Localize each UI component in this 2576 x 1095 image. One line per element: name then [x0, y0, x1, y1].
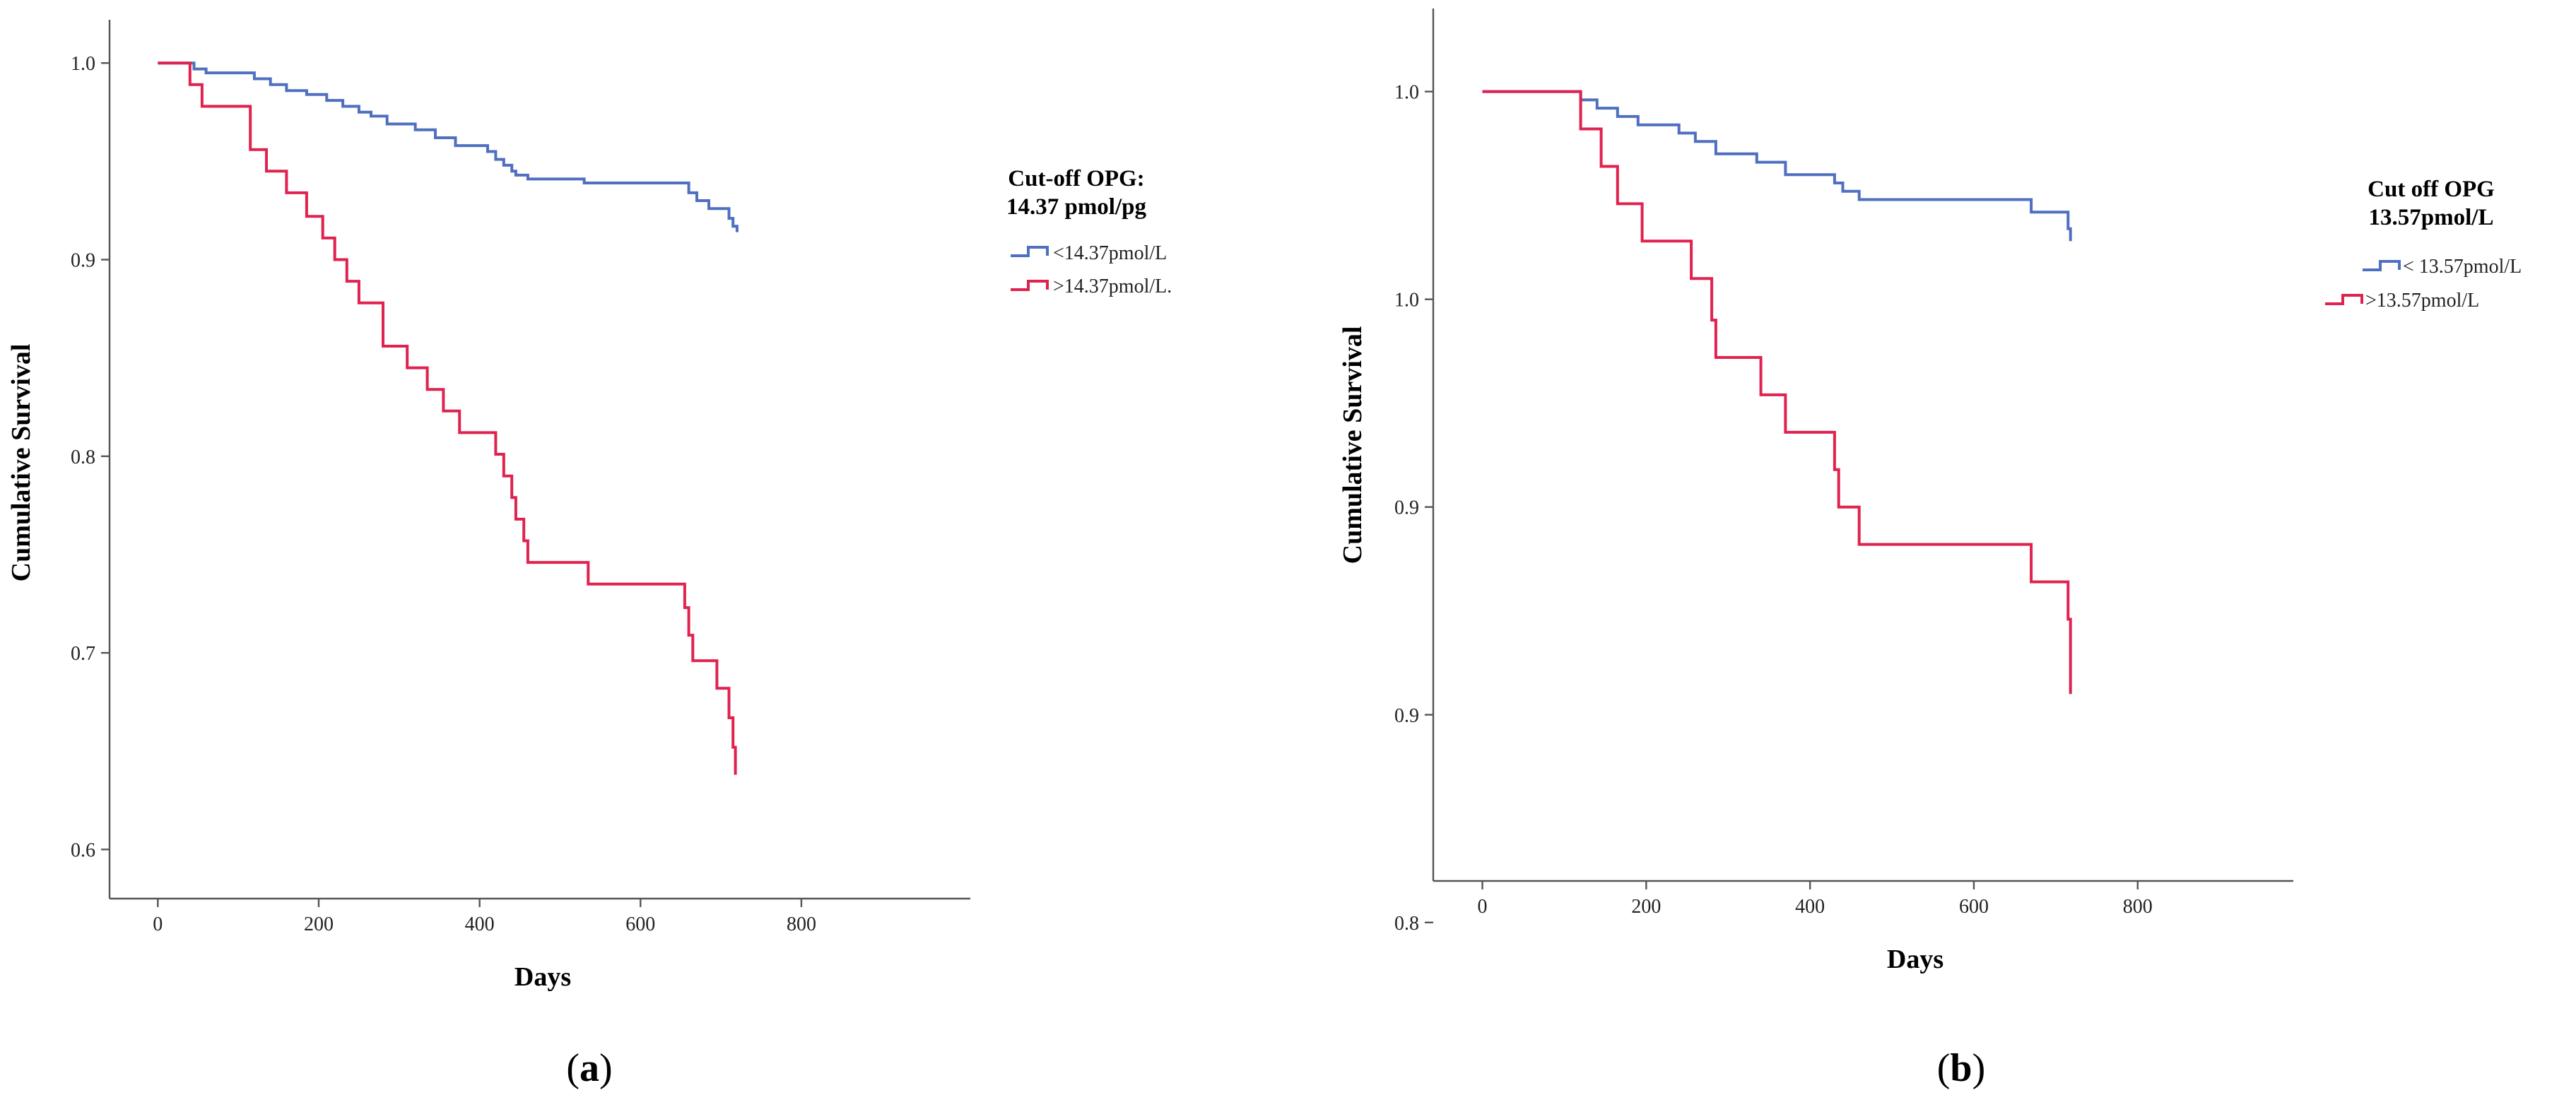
- legend-title-line-1: Cut off OPG: [2368, 177, 2495, 202]
- x-tick-label: 200: [1631, 896, 1661, 918]
- survival-curve-high-opg: [158, 61, 737, 775]
- y-tick-label: 0.8: [71, 446, 95, 468]
- panel-label-letter: b: [1950, 1046, 1972, 1090]
- x-tick-label: 800: [2123, 896, 2153, 918]
- x-tick-label: 0: [1478, 896, 1488, 918]
- panel-label-a: (a): [566, 1046, 612, 1090]
- panel-label-open: (: [1937, 1046, 1951, 1090]
- x-tick-label: 800: [787, 913, 816, 935]
- y-tick-label: 1.0: [1394, 290, 1419, 312]
- x-tick-label: 600: [1959, 896, 1989, 918]
- y-tick-label: 1.0: [1394, 82, 1419, 104]
- legend-title-line-1: Cut-off OPG:: [1008, 166, 1144, 191]
- panel-label-open: (: [566, 1046, 580, 1090]
- series-group: [158, 61, 739, 775]
- y-axis-title: Cumulative Survival: [6, 344, 36, 582]
- x-tick-label: 400: [1795, 896, 1825, 918]
- x-tick-label: 600: [625, 913, 655, 935]
- y-tick-label: 0.9: [71, 250, 95, 272]
- legend-swatch-high: [1011, 280, 1049, 291]
- legend: Cut-off OPG: 14.37 pmol/pg <14.37pmol/L …: [1006, 166, 1172, 297]
- x-tick-label: 0: [153, 913, 163, 935]
- survival-curve-low-opg: [1482, 90, 2072, 242]
- axis-ticks: 0 200 400 600 800 1.0 0.9 0.8 0.7 0.6: [71, 53, 816, 935]
- panel-label-close: ): [599, 1046, 613, 1090]
- legend-swatch-high: [2325, 294, 2363, 305]
- legend-title-line-2: 14.37 pmol/pg: [1006, 194, 1147, 220]
- chart-panel-a: 0 200 400 600 800 1.0 0.9 0.8 0.7 0.6 Days Cumula…: [6, 20, 1172, 1090]
- legend-label-low: <14.37pmol/L: [1053, 242, 1167, 264]
- legend-swatch-low: [2363, 260, 2401, 271]
- legend: Cut off OPG 13.57pmol/L < 13.57pmol/L >1…: [2325, 177, 2522, 312]
- panel-label-close: ): [1972, 1046, 1986, 1090]
- panel-label-b: (b): [1937, 1046, 1985, 1090]
- y-tick-label: 0.8: [1394, 913, 1419, 935]
- y-tick-label: 0.9: [1394, 497, 1419, 519]
- y-tick-label: 0.6: [71, 839, 95, 861]
- series-group: [1482, 90, 2072, 694]
- survival-curve-low-opg: [158, 61, 739, 232]
- x-tick-label: 200: [304, 913, 334, 935]
- x-axis-title: Days: [514, 962, 571, 992]
- panel-label-letter: a: [580, 1046, 599, 1090]
- legend-swatch-low: [1011, 246, 1049, 257]
- chart-panel-b: 0 200 400 600 800 1.0 1.0 0.9 0.9 0.8 Days Cumula…: [1338, 8, 2522, 1090]
- x-tick-label: 400: [465, 913, 495, 935]
- axis-ticks: 0 200 400 600 800 1.0 1.0 0.9 0.9 0.8: [1394, 82, 2153, 935]
- legend-label-low: < 13.57pmol/L: [2403, 256, 2522, 278]
- y-tick-label: 0.7: [71, 643, 95, 665]
- legend-label-high: >13.57pmol/L: [2365, 290, 2479, 312]
- y-tick-label: 0.9: [1394, 705, 1419, 727]
- y-axis-title: Cumulative Survival: [1338, 326, 1368, 564]
- legend-label-high: >14.37pmol/L.: [1053, 276, 1172, 297]
- legend-title-line-2: 13.57pmol/L: [2369, 205, 2494, 230]
- survival-curve-high-opg: [1482, 90, 2072, 694]
- y-tick-label: 1.0: [71, 53, 95, 75]
- x-axis-title: Days: [1887, 945, 1943, 974]
